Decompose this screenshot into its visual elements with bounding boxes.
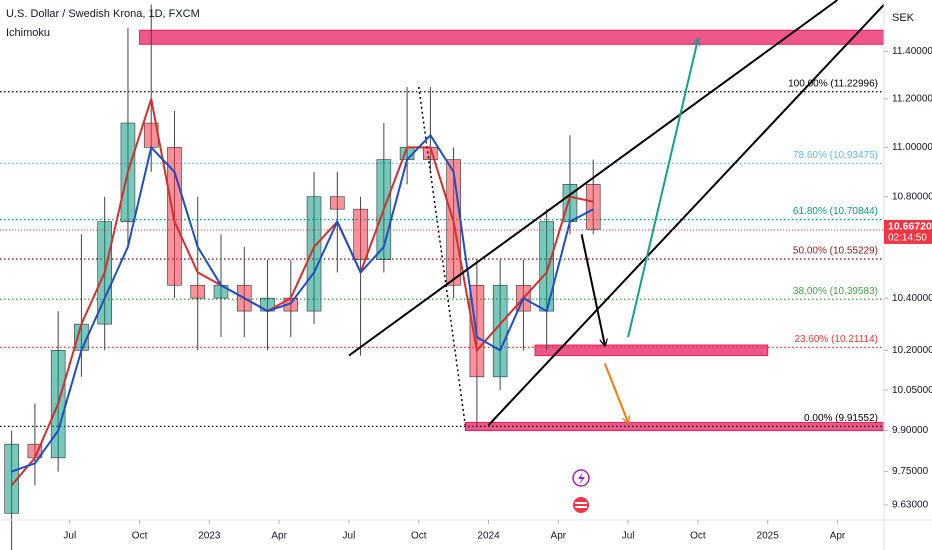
y-tick-label: 9.63000 bbox=[892, 500, 929, 511]
y-tick-label: 11.40000 bbox=[892, 46, 932, 57]
flag-stripe bbox=[575, 502, 587, 504]
arrow bbox=[627, 40, 698, 338]
x-tick-label: 2023 bbox=[198, 531, 221, 542]
candle-body bbox=[330, 196, 345, 210]
arrow bbox=[580, 234, 605, 345]
fib-label: 50.00% (10.55229) bbox=[793, 246, 878, 257]
x-tick-label: Oct bbox=[690, 531, 706, 542]
x-tick-label: Jul bbox=[622, 531, 635, 542]
candle-body bbox=[539, 221, 554, 312]
currency: SEK bbox=[892, 12, 915, 24]
trend-line bbox=[417, 86, 467, 426]
y-tick-label: 11.00000 bbox=[892, 142, 932, 153]
y-tick-label: 9.75000 bbox=[892, 466, 929, 477]
candle-body bbox=[4, 443, 19, 514]
x-tick-label: 2025 bbox=[757, 531, 780, 542]
plot-area: 100.00% (11.22996) 78.60% (10.93475) 61.80… bbox=[0, 0, 885, 550]
x-tick-label: Apr bbox=[830, 531, 846, 542]
fib-label: 61.80% (10.70844) bbox=[793, 206, 878, 217]
flag-stripe bbox=[575, 506, 587, 508]
candle-body bbox=[306, 196, 322, 312]
candle-body bbox=[353, 208, 368, 260]
countdown: 02:14:50 bbox=[888, 233, 927, 244]
trend-line bbox=[487, 3, 885, 426]
y-tick-label: 9.90000 bbox=[892, 425, 929, 436]
symbol-title: U.S. Dollar / Swedish Krona, 1D, FXCM bbox=[6, 8, 200, 20]
arrow bbox=[603, 363, 628, 423]
x-tick-label: Jul bbox=[343, 531, 356, 542]
fib-label: 38.00% (10.39583) bbox=[793, 286, 878, 297]
fib-label: 78.60% (10.93475) bbox=[793, 150, 878, 161]
indicator-name: Ichimoku bbox=[6, 27, 50, 39]
y-tick-label: 10.20000 bbox=[892, 345, 932, 356]
x-tick-label: 2024 bbox=[477, 531, 500, 542]
x-tick-label: Jul bbox=[63, 531, 76, 542]
candle-body bbox=[190, 284, 206, 299]
candle-body bbox=[562, 183, 578, 222]
y-tick-label: 10.05000 bbox=[892, 385, 932, 396]
us-flag-icon[interactable] bbox=[573, 497, 589, 513]
ichimoku-line bbox=[11, 133, 594, 473]
fib-label: 0.00% (9.91552) bbox=[804, 413, 878, 424]
ichimoku-line bbox=[10, 98, 594, 487]
current-price-box bbox=[884, 219, 932, 244]
x-tick-label: Apr bbox=[271, 531, 287, 542]
x-tick-label: Oct bbox=[411, 531, 427, 542]
fib-label: 23.60% (10.21114) bbox=[794, 334, 878, 345]
y-tick-label: 10.80000 bbox=[892, 191, 932, 202]
zone bbox=[534, 344, 769, 357]
x-tick-label: Oct bbox=[132, 531, 148, 542]
candle-body bbox=[585, 183, 601, 230]
current-price-label: 10.66720 bbox=[888, 221, 932, 233]
event-icons[interactable] bbox=[572, 469, 590, 513]
y-tick-label: 10.40000 bbox=[892, 293, 932, 304]
y-tick-label: 11.20000 bbox=[892, 94, 932, 105]
zone bbox=[139, 29, 885, 45]
fib-label: 100.00% (11.22996) bbox=[788, 78, 878, 89]
x-tick-label: Apr bbox=[551, 531, 567, 542]
lightning-glyph bbox=[578, 472, 585, 485]
trend-line bbox=[348, 0, 839, 357]
